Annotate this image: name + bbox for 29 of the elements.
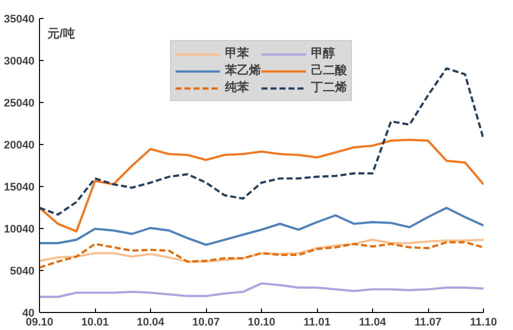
y-tick-label: 10040 <box>4 224 35 236</box>
y-tick-label: 15040 <box>4 182 35 194</box>
y-axis-title: 元/吨 <box>46 26 75 40</box>
line-series <box>40 238 484 263</box>
y-tick-label: 30040 <box>4 56 35 68</box>
line-series <box>40 138 484 232</box>
y-tick-label: 5040 <box>10 266 35 278</box>
legend-label: 丁二烯 <box>311 79 347 96</box>
line-series <box>40 206 484 246</box>
x-tick-label: 11.10 <box>470 316 497 328</box>
x-tick-label: 10.04 <box>136 316 166 328</box>
y-tick-label: 20040 <box>4 140 35 152</box>
x-tick-label: 10.01 <box>81 316 109 328</box>
x-tick-label: 11.04 <box>359 316 387 328</box>
line-series <box>40 241 484 269</box>
y-tick-label: 40 <box>22 308 35 320</box>
x-tick-label: 11.01 <box>304 316 330 328</box>
x-tick-label: 10.07 <box>192 316 220 328</box>
x-tick-label: 11.07 <box>414 316 442 328</box>
y-tick-label: 35040 <box>4 14 35 26</box>
line-series <box>40 282 484 298</box>
x-tick-label: 09.10 <box>26 316 54 328</box>
y-tick-label: 25040 <box>4 98 35 110</box>
x-tick-label: 10.10 <box>248 316 276 328</box>
legend-label: 纯苯 <box>225 79 249 96</box>
legend-label: 苯乙烯 <box>225 62 261 79</box>
legend-label: 甲醇 <box>311 45 335 62</box>
legend-label: 己二酸 <box>311 62 347 79</box>
legend-label: 甲苯 <box>225 45 249 62</box>
